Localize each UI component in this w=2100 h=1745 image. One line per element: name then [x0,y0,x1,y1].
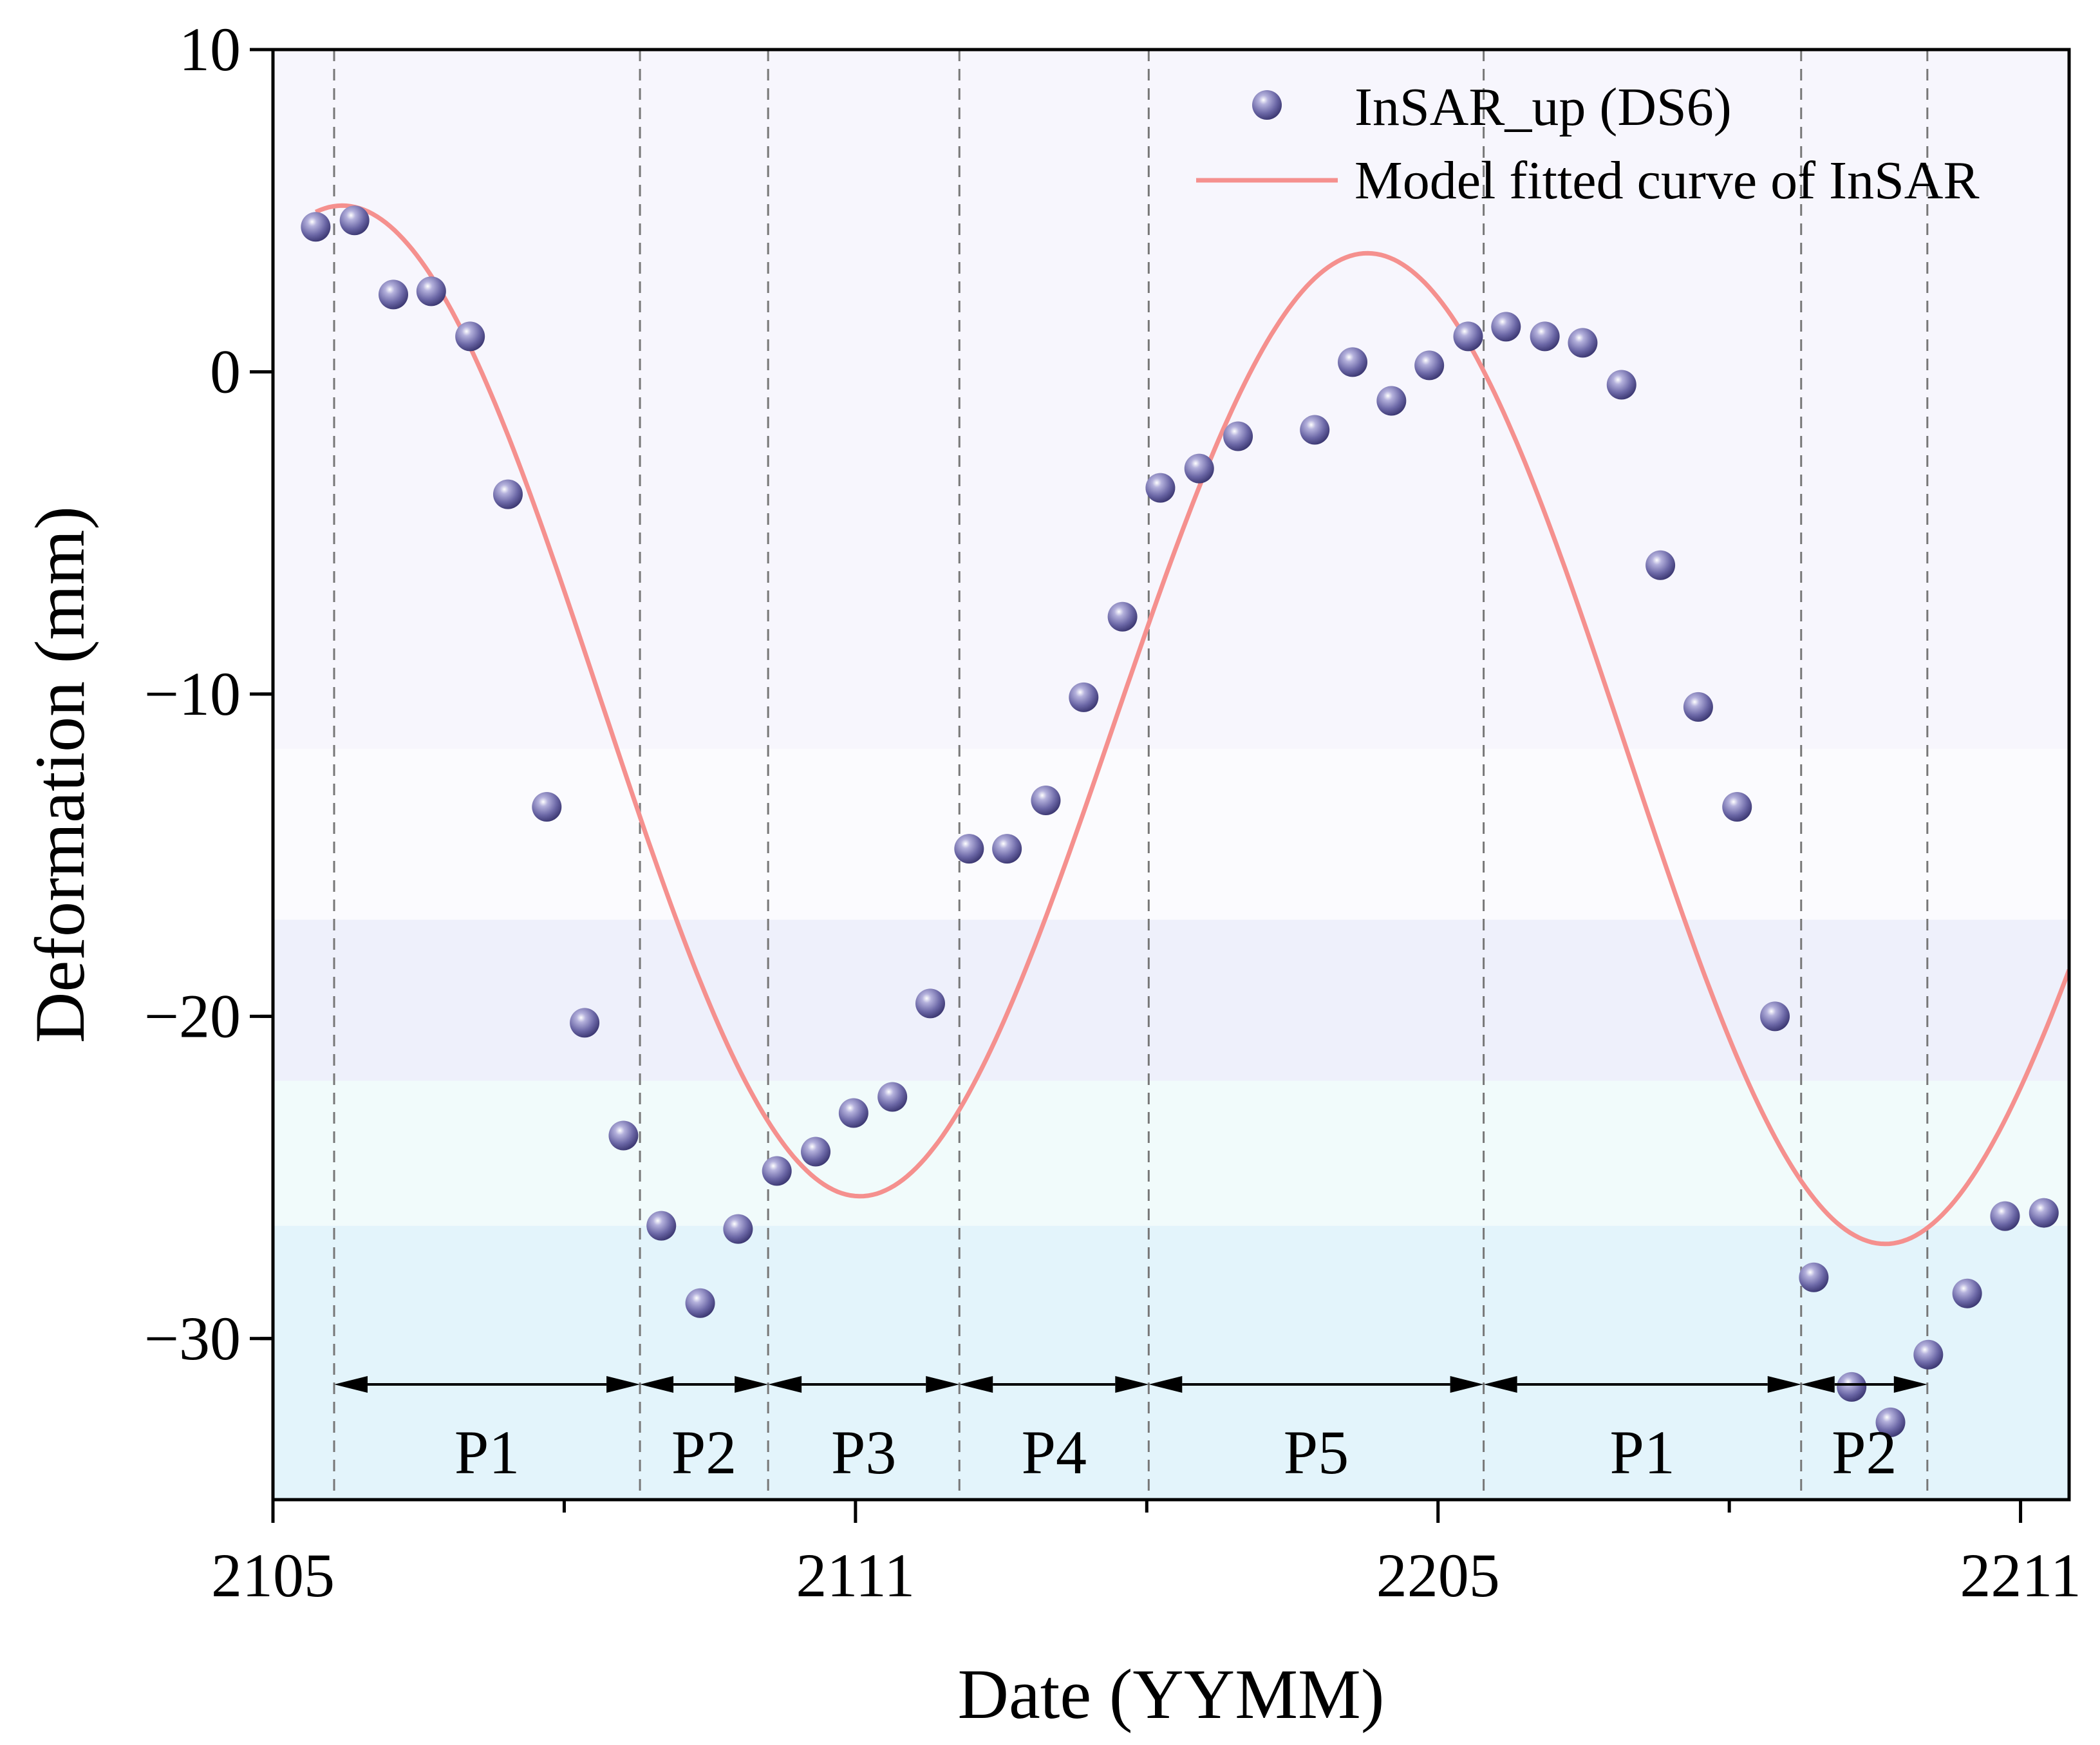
period-arrow-head-left [768,1376,802,1393]
period-arrow-head-left [1483,1376,1517,1393]
insar-point [723,1214,753,1244]
insar-point [915,988,945,1019]
insar-point [1837,1372,1867,1402]
insar-point [532,792,562,822]
insar-point [608,1120,639,1151]
insar-point [992,834,1022,864]
insar-point [1568,328,1598,358]
background-band [273,920,2069,1081]
insar-point [685,1288,715,1318]
insar-point [1952,1278,1982,1308]
period-label: P5 [1284,1418,1349,1487]
insar-point [1453,321,1483,352]
insar-point [1530,321,1560,352]
insar-point [1300,415,1330,445]
insar-point [455,321,485,352]
period-arrow-head-left [1148,1376,1183,1393]
insar-point [1799,1262,1829,1292]
insar-point [1184,453,1214,484]
x-tick-label: 2211 [1960,1541,2081,1610]
y-tick-label: −20 [144,981,241,1050]
y-axis-title: Deformation (mm) [21,506,99,1043]
insar-point [1990,1201,2020,1231]
background-band [273,1225,2069,1500]
y-tick-label: 10 [179,15,241,84]
x-tick-label: 2111 [796,1541,915,1610]
insar-point [570,1008,600,1038]
insar-point [339,205,370,236]
period-label: P3 [831,1418,896,1487]
period-arrow-head-right [926,1376,960,1393]
period-label: P1 [455,1418,520,1487]
insar-point [1683,692,1713,722]
period-arrow-head-right [1115,1376,1149,1393]
insar-point [954,834,984,864]
background-band [273,1080,2069,1226]
insar-point [1031,786,1061,816]
insar-point [1875,1407,1906,1437]
legend-label-model: Model fitted curve of InSAR [1355,151,1979,211]
period-label: P2 [671,1418,736,1487]
background-band [273,748,2069,920]
insar-point [1491,312,1521,342]
period-divider-lines [333,50,1929,1500]
x-axis-title: Date (YYMM) [958,1655,1385,1733]
plot-frame [271,48,2071,1502]
y-tick-label: −30 [144,1304,241,1373]
period-arrow-head-right [1450,1376,1484,1393]
period-labels: P1 P2 P3 P4 P5 P1 P2 [455,1418,1897,1487]
insar-point [1107,601,1138,632]
y-tick-label: 0 [210,337,241,406]
period-label: P1 [1609,1418,1674,1487]
period-arrow-head-right [606,1376,641,1393]
period-arrow-head-left [640,1376,674,1393]
y-tick-label: −10 [144,659,241,728]
legend: InSAR_up (DS6) Model fitted curve of InS… [1196,77,1979,211]
insar-point [301,212,331,242]
insar-point [1722,792,1752,822]
x-tick-label: 2105 [211,1541,335,1610]
insar-point [838,1098,868,1128]
insar-point [1606,370,1636,400]
insar-point [646,1211,677,1241]
legend-marker-insar [1252,90,1282,120]
insar-point [877,1082,908,1112]
legend-label-insar: InSAR_up (DS6) [1355,77,1732,137]
insar-point [1645,550,1676,580]
insar-point [1760,1001,1790,1032]
period-label: P2 [1832,1418,1897,1487]
background-bands [273,50,2069,1500]
insar-point [379,279,409,310]
insar-point [762,1156,792,1186]
period-arrows [334,1376,1927,1393]
insar-point [416,276,446,307]
insar-point [1145,473,1176,503]
period-arrow-head-right [1767,1376,1801,1393]
background-band [273,50,2069,749]
period-arrow-head-left [334,1376,368,1393]
period-label: P4 [1022,1418,1087,1487]
x-tick-label: 2205 [1376,1541,1500,1610]
insar-point [1223,421,1253,451]
insar-point [1913,1339,1944,1370]
period-arrow-head-left [959,1376,993,1393]
insar-point [1414,350,1445,381]
insar-point [1069,682,1099,712]
insar-points [301,205,2059,1437]
period-arrow-head-right [735,1376,769,1393]
model-curve-line [314,203,2069,1247]
insar-point [2029,1198,2059,1228]
insar-point [801,1137,831,1167]
period-arrow-head-right [1893,1376,1927,1393]
model-fitted-curve [314,203,2069,1247]
insar-point [1338,347,1368,377]
x-axis-ticks: 2105 2111 2205 2211 [211,1500,2081,1610]
period-arrow-head-left [1801,1376,1835,1393]
insar-point [492,479,523,509]
y-axis-ticks: 10 0 −10 −20 −30 [144,15,273,1373]
insar-point [1376,386,1407,416]
